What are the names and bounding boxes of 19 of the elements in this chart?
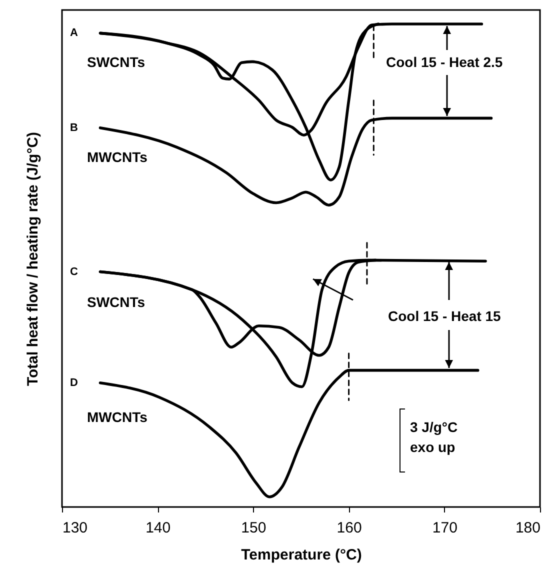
- annotation: B: [70, 122, 78, 134]
- annotation: SWCNTs: [87, 294, 146, 310]
- annotation: SWCNTs: [87, 54, 146, 70]
- x-tick-label: 140: [146, 520, 171, 536]
- x-tick-label: 170: [432, 520, 458, 536]
- annotation: MWCNTs: [87, 408, 148, 425]
- annotation: Cool 15 - Heat 15: [388, 308, 502, 324]
- y-axis-title: Total heat flow / heating rate (J/g°C): [24, 132, 42, 386]
- annotation: Cool 15 - Heat 2.5: [386, 54, 503, 70]
- annotation: D: [70, 376, 78, 389]
- x-tick-label: 160: [336, 520, 362, 536]
- x-tick-label: 150: [241, 520, 266, 536]
- x-tick-label: 130: [62, 520, 88, 536]
- x-axis-title: Temperature (°C): [241, 546, 362, 564]
- annotation: A: [70, 26, 78, 39]
- annotation: MWCNTs: [87, 148, 148, 165]
- annotation: C: [70, 266, 78, 278]
- x-tick-label: 180: [515, 520, 540, 536]
- annotation: 3 J/g°C exo up: [410, 418, 458, 455]
